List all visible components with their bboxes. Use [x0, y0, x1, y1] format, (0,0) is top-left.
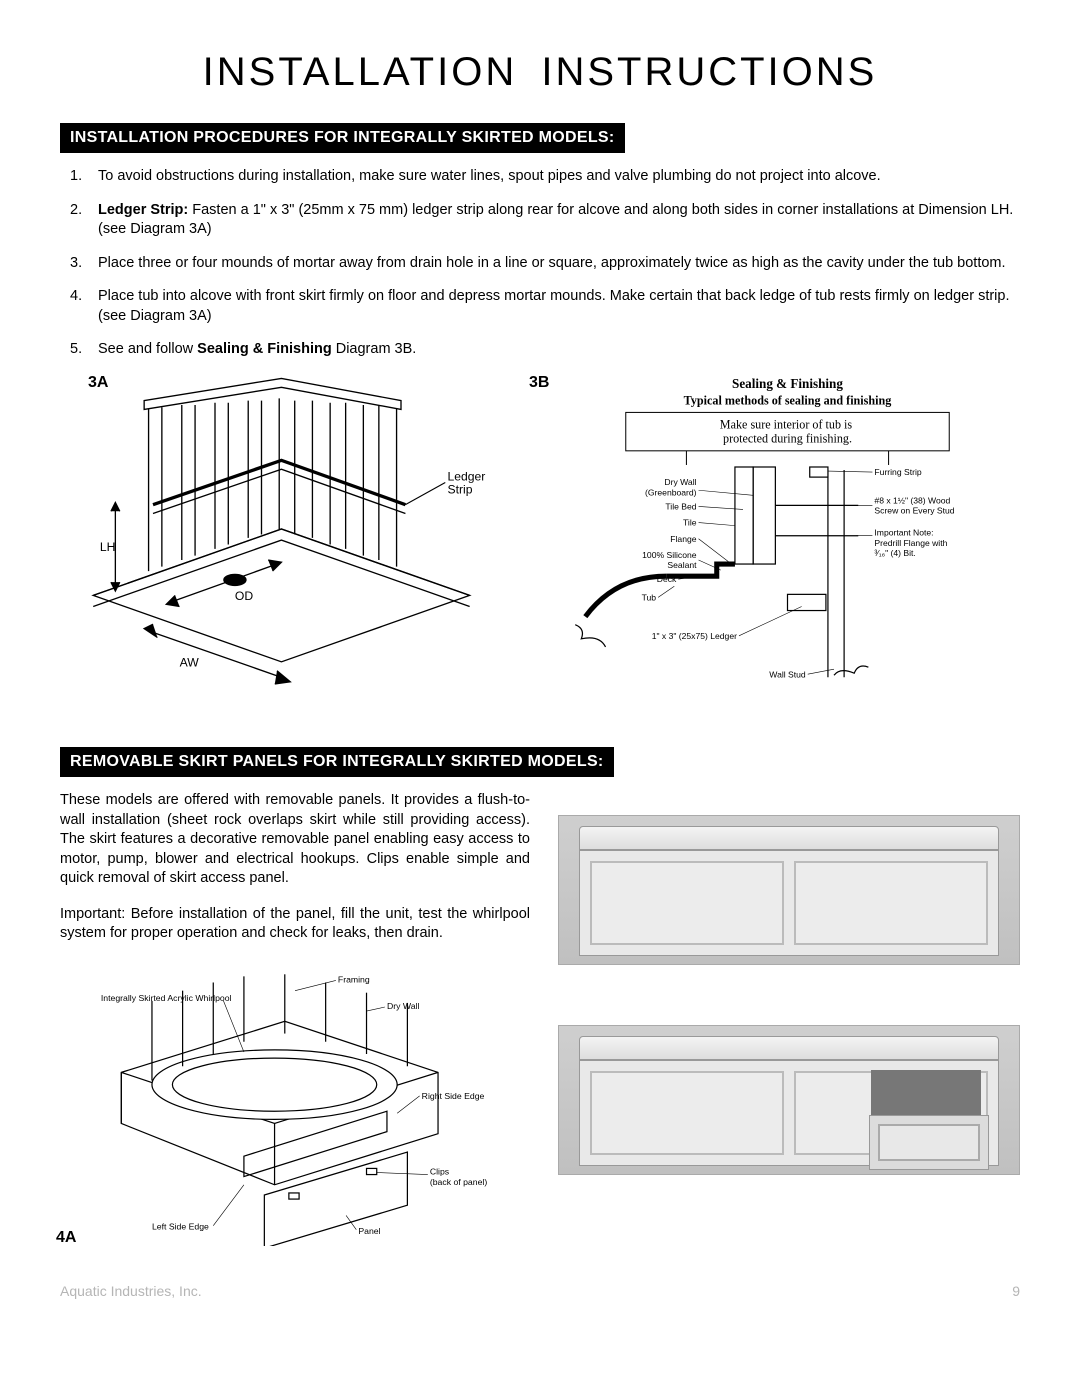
- footer-company: Aquatic Industries, Inc.: [60, 1283, 202, 1299]
- procedure-item: See and follow Sealing & Finishing Diagr…: [98, 340, 1020, 360]
- diagram-3b-svg: Sealing & Finishing Typical methods of s…: [555, 374, 1020, 697]
- diag3b-right-callouts: Furring Strip #8 x 1½" (38) Wood Screw o…: [769, 467, 954, 679]
- procedures-list: To avoid obstructions during installatio…: [60, 167, 1020, 360]
- svg-text:Dry Wall: Dry Wall: [387, 1001, 420, 1011]
- tub-photo-access: [558, 1025, 1020, 1175]
- svg-text:Deck: Deck: [657, 574, 677, 584]
- svg-text:100% Silicone: 100% Silicone: [642, 550, 697, 560]
- diag3b-notebox: Make sure interior of tub is protected d…: [720, 418, 855, 446]
- svg-text:Left Side Edge: Left Side Edge: [152, 1222, 209, 1232]
- svg-text:Screw on Every Stud: Screw on Every Stud: [874, 505, 954, 515]
- svg-text:Important Note:: Important Note:: [874, 528, 933, 538]
- procedure-item: Place tub into alcove with front skirt f…: [98, 287, 1020, 326]
- diagram-4a-label: 4A: [56, 1227, 76, 1249]
- diagram-3a-label: 3A: [88, 374, 108, 392]
- svg-text:Predrill Flange with: Predrill Flange with: [874, 538, 947, 548]
- section1-header: INSTALLATION PROCEDURES FOR INTEGRALLY S…: [60, 123, 625, 153]
- svg-text:³⁄₁₆" (4) Bit.: ³⁄₁₆" (4) Bit.: [874, 548, 915, 558]
- svg-text:Clips: Clips: [430, 1167, 450, 1177]
- tub-photo-front: [558, 815, 1020, 965]
- callout-od: OD: [235, 589, 253, 603]
- section2-p2: Important: Before installation of the pa…: [60, 905, 530, 944]
- diag3b-title2: Typical methods of sealing and finishing: [684, 393, 892, 407]
- diagram-4a-svg: Integrally Skirted Acrylic Whirlpool Fra…: [60, 960, 530, 1246]
- svg-text:Dry Wall: Dry Wall: [664, 477, 696, 487]
- callout-lh: LH: [100, 540, 116, 554]
- svg-text:Flange: Flange: [670, 534, 696, 544]
- section2-body: These models are offered with removable …: [60, 791, 1020, 1253]
- diagrams-3a-3b-row: 3A: [60, 374, 1020, 711]
- svg-text:Right Side Edge: Right Side Edge: [422, 1091, 485, 1101]
- procedure-item: Place three or four mounds of mortar awa…: [98, 254, 1020, 274]
- diag3b-left-callouts: Dry Wall (Greenboard) Tile Bed Tile Flan…: [642, 477, 802, 641]
- callout-ledger: LedgerStrip: [447, 469, 485, 496]
- page-footer: Aquatic Industries, Inc. 9: [60, 1283, 1020, 1299]
- diagram-3b-label: 3B: [529, 374, 549, 392]
- footer-page-number: 9: [1012, 1283, 1020, 1299]
- svg-text:Furring Strip: Furring Strip: [874, 467, 921, 477]
- diag3b-title1: Sealing & Finishing: [732, 376, 843, 391]
- svg-text:(Greenboard): (Greenboard): [645, 487, 697, 497]
- svg-text:Tile Bed: Tile Bed: [665, 501, 696, 511]
- page-title: INSTALLATION INSTRUCTIONS: [60, 50, 1020, 95]
- svg-text:Tub: Tub: [642, 592, 657, 602]
- svg-text:Integrally Skirted Acrylic Whi: Integrally Skirted Acrylic Whirlpool: [101, 993, 232, 1003]
- svg-text:Panel: Panel: [358, 1226, 380, 1236]
- diagram-3a: 3A: [60, 374, 525, 711]
- diagram-3a-svg: LedgerStrip LH OD AW: [60, 374, 525, 706]
- procedure-item: Ledger Strip: Fasten a 1" x 3" (25mm x 7…: [98, 201, 1020, 240]
- svg-text:Framing: Framing: [338, 974, 370, 984]
- section2-images-col: [558, 791, 1020, 1253]
- callout-aw: AW: [180, 655, 200, 669]
- svg-text:Wall Stud: Wall Stud: [769, 669, 806, 679]
- svg-text:(back of panel): (back of panel): [430, 1177, 487, 1187]
- procedure-item: To avoid obstructions during installatio…: [98, 167, 1020, 187]
- section2-header: REMOVABLE SKIRT PANELS FOR INTEGRALLY SK…: [60, 747, 614, 777]
- svg-text:Tile: Tile: [683, 518, 697, 528]
- diagram-4a: Integrally Skirted Acrylic Whirlpool Fra…: [60, 960, 530, 1253]
- svg-text:Sealant: Sealant: [667, 560, 697, 570]
- section2-p1: These models are offered with removable …: [60, 791, 530, 889]
- diagram-3b: 3B Sealing & Finishing Typical methods o…: [555, 374, 1020, 711]
- section2-text-col: These models are offered with removable …: [60, 791, 530, 1253]
- svg-text:#8 x 1½" (38) Wood: #8 x 1½" (38) Wood: [874, 495, 950, 505]
- svg-text:1" x 3" (25x75) Ledger: 1" x 3" (25x75) Ledger: [652, 631, 737, 641]
